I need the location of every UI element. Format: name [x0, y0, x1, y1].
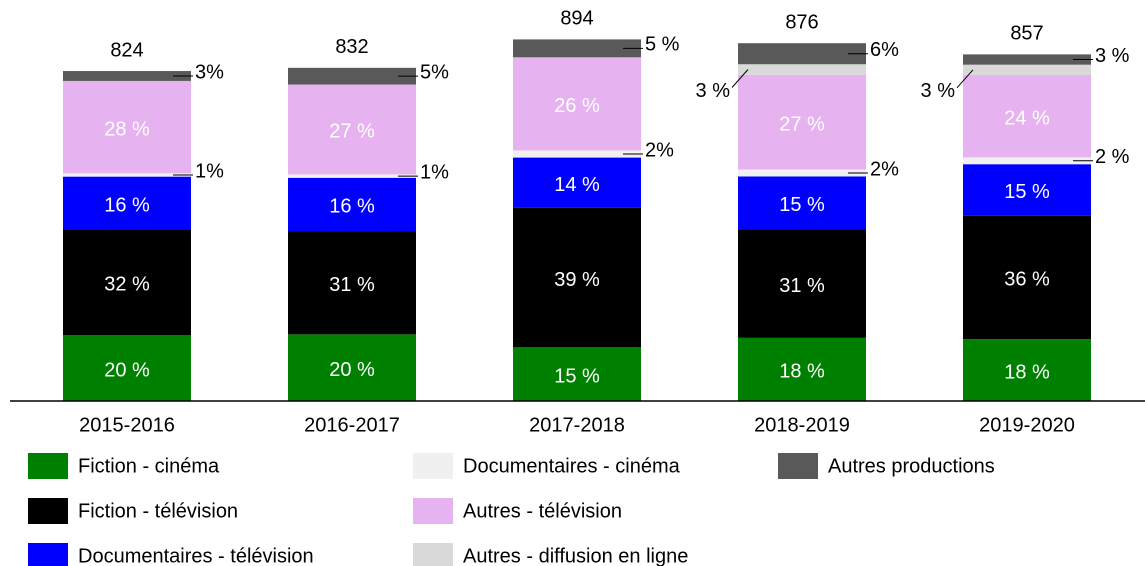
- value-label: 31 %: [779, 275, 825, 297]
- bar-segment: [513, 150, 641, 158]
- legend-label: Documentaires - télévision: [78, 545, 314, 566]
- legend-swatch: [413, 543, 453, 566]
- bar-segment: [513, 207, 641, 348]
- value-label: 20 %: [104, 359, 150, 381]
- value-label: 15 %: [1004, 181, 1050, 203]
- bar-segment: [963, 74, 1091, 158]
- bar-segment: [963, 64, 1091, 75]
- bar-segment: [738, 74, 866, 170]
- legend-swatch: [28, 498, 68, 524]
- legend-label: Autres - télévision: [463, 500, 622, 522]
- bar-segment: [963, 339, 1091, 401]
- value-label: 39 %: [554, 269, 600, 291]
- value-label: 15 %: [554, 365, 600, 387]
- bar-segment: [738, 229, 866, 338]
- total-label: 824: [110, 39, 143, 61]
- total-label: 857: [1010, 23, 1043, 45]
- value-label: 3 %: [921, 80, 956, 102]
- bar-segment: [963, 54, 1091, 65]
- value-label: 18 %: [1004, 361, 1050, 383]
- value-label: 28 %: [104, 118, 150, 140]
- bar-segment: [738, 169, 866, 177]
- value-label: 27 %: [329, 121, 375, 143]
- value-label: 31 %: [329, 274, 375, 296]
- leader-line: [731, 69, 749, 88]
- bar-segment: [63, 229, 191, 336]
- value-label: 2 %: [1095, 146, 1130, 168]
- bar-segment: [288, 67, 416, 85]
- bar-segment: [288, 177, 416, 232]
- bar-segment: [288, 334, 416, 401]
- bar-segment: [63, 176, 191, 230]
- x-tick-label: 2018-2019: [754, 414, 850, 436]
- legend-swatch: [778, 453, 818, 479]
- bar-segment: [738, 337, 866, 401]
- bar-segment: [513, 57, 641, 151]
- legend-swatch: [413, 498, 453, 524]
- bar-segment: [63, 173, 191, 177]
- bar-segment: [288, 84, 416, 175]
- bar-segment: [963, 164, 1091, 216]
- bar-segment: [738, 64, 866, 75]
- x-tick-label: 2016-2017: [304, 414, 400, 436]
- bar-segment: [513, 347, 641, 401]
- bar-segment: [63, 71, 191, 81]
- bar-segment: [63, 335, 191, 401]
- value-label: 24 %: [1004, 107, 1050, 129]
- bar-segment: [63, 80, 191, 174]
- value-label: 2%: [870, 158, 899, 180]
- bar-segment: [513, 39, 641, 58]
- value-label: 32 %: [104, 273, 150, 295]
- bar-segment: [738, 43, 866, 65]
- bar-segment: [963, 215, 1091, 340]
- bar-segment: [288, 231, 416, 335]
- value-label: 5 %: [645, 34, 680, 56]
- legend-label: Fiction - cinéma: [78, 455, 220, 477]
- value-label: 16 %: [329, 196, 375, 218]
- bar-segment: [513, 157, 641, 208]
- value-label: 36 %: [1004, 269, 1050, 291]
- value-label: 6%: [870, 39, 899, 61]
- bar-segment: [963, 157, 1091, 165]
- legend-label: Documentaires - cinéma: [463, 455, 681, 477]
- value-label: 1%: [195, 160, 224, 182]
- x-tick-label: 2017-2018: [529, 414, 625, 436]
- value-label: 15 %: [779, 194, 825, 216]
- bar-segment: [738, 176, 866, 230]
- legend-swatch: [28, 453, 68, 479]
- total-label: 894: [560, 8, 593, 30]
- value-label: 18 %: [779, 361, 825, 383]
- legend-swatch: [413, 453, 453, 479]
- value-label: 5%: [420, 61, 449, 83]
- value-label: 14 %: [554, 174, 600, 196]
- value-label: 2%: [645, 139, 674, 161]
- bar-segment: [288, 174, 416, 178]
- x-tick-label: 2015-2016: [79, 414, 175, 436]
- leader-line: [956, 69, 974, 89]
- value-label: 3 %: [696, 80, 731, 102]
- value-label: 27 %: [779, 113, 825, 135]
- x-tick-label: 2019-2020: [979, 414, 1075, 436]
- legend-swatch: [28, 543, 68, 566]
- legend-label: Autres productions: [828, 455, 995, 477]
- total-label: 832: [335, 36, 368, 58]
- legend-label: Autres - diffusion en ligne: [463, 545, 688, 566]
- value-label: 26 %: [554, 95, 600, 117]
- value-label: 20 %: [329, 359, 375, 381]
- value-label: 1%: [420, 161, 449, 183]
- legend-label: Fiction - télévision: [78, 500, 238, 522]
- value-label: 3%: [195, 61, 224, 83]
- total-label: 876: [785, 11, 818, 33]
- value-label: 16 %: [104, 194, 150, 216]
- value-label: 3 %: [1095, 45, 1130, 67]
